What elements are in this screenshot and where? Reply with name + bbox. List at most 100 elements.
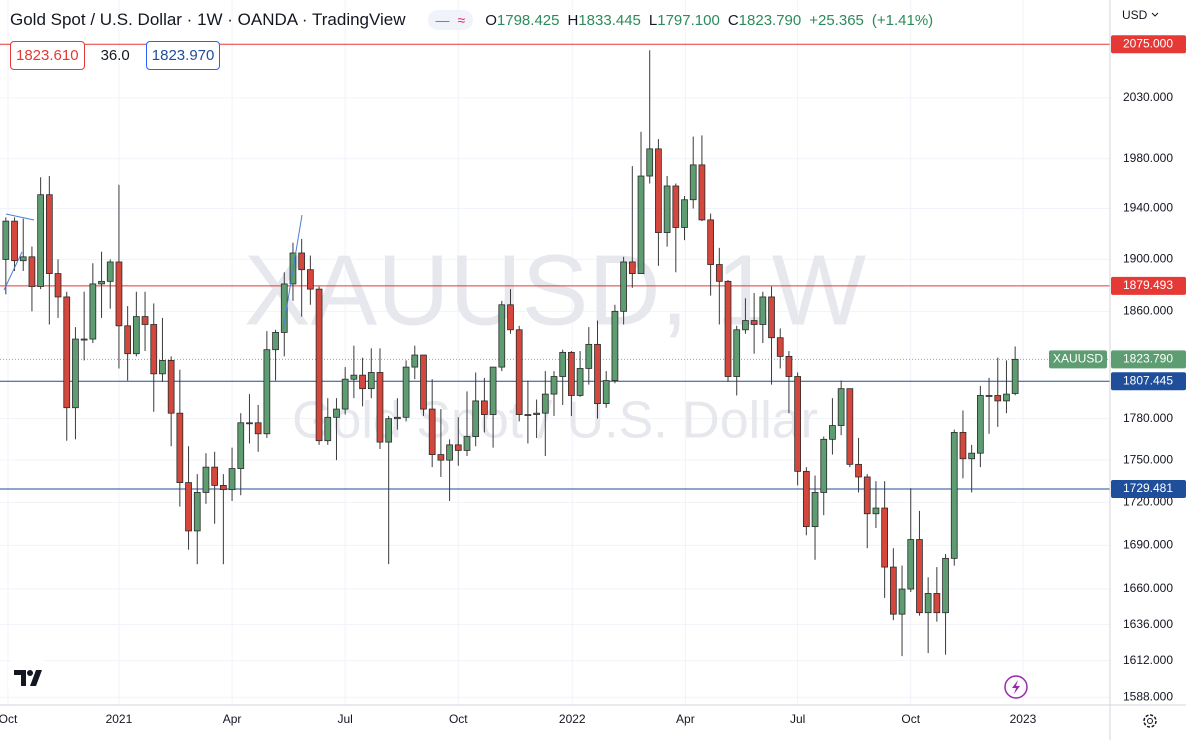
- candle-body: [98, 280, 105, 285]
- candle-body: [341, 378, 349, 410]
- currency-chevron[interactable]: [1151, 12, 1159, 17]
- candle-body: [498, 304, 506, 368]
- candle-body: [72, 338, 79, 409]
- candle-body: [1011, 358, 1019, 394]
- candle-body: [924, 593, 932, 614]
- candle-body: [402, 366, 410, 418]
- candle-body: [611, 310, 619, 381]
- x-tick-label: Oct: [901, 712, 920, 726]
- candle-body: [246, 422, 253, 425]
- candle-body: [428, 408, 436, 455]
- candle-body: [620, 261, 627, 312]
- candle-body: [524, 414, 532, 416]
- candle-body: [750, 320, 758, 325]
- y-tick-label: 1612.000: [1123, 653, 1173, 667]
- low-prefix: L: [648, 11, 658, 29]
- candle-body: [307, 269, 314, 290]
- candle-body: [89, 283, 97, 340]
- level-label-box: [1111, 372, 1186, 391]
- candle-body: [568, 351, 575, 396]
- candle-body: [698, 164, 706, 221]
- symbol-label-box: [1049, 350, 1107, 369]
- pill-dash: —: [435, 12, 450, 28]
- candle-body: [394, 416, 401, 420]
- candle-body: [376, 372, 384, 443]
- candle-body: [933, 593, 941, 614]
- candle-body: [124, 325, 132, 355]
- candle-body: [420, 354, 427, 410]
- candle-body: [829, 425, 836, 440]
- last-price-label-box: [1111, 350, 1186, 369]
- candle-body: [1003, 393, 1010, 402]
- candle-body: [263, 349, 271, 435]
- high-value: 1833.445: [578, 11, 641, 29]
- candle-body: [333, 408, 340, 418]
- candle-body: [472, 400, 480, 437]
- candle-body: [463, 436, 471, 451]
- candle-body: [759, 296, 767, 325]
- candle-body: [637, 175, 645, 274]
- symbol-title[interactable]: Gold Spot / U.S. Dollar · 1W · OANDA · T…: [10, 10, 406, 29]
- y-tick-label: 2030.000: [1123, 90, 1173, 104]
- candle-body: [855, 463, 862, 478]
- candle-body: [594, 343, 601, 405]
- trend-line: [282, 214, 303, 331]
- candle-body: [541, 393, 549, 414]
- candle-body: [446, 444, 453, 461]
- candle-body: [628, 261, 636, 274]
- y-tick-label: 1780.000: [1123, 411, 1173, 425]
- level-label-text: 1729.481: [1123, 481, 1173, 495]
- y-tick-label: 1750.000: [1123, 452, 1173, 466]
- candle-body: [237, 422, 245, 469]
- change-value: +25.365: [809, 11, 864, 29]
- tv-logo[interactable]: [8, 660, 48, 694]
- candle-body: [454, 444, 462, 451]
- candle-body: [837, 388, 845, 426]
- x-tick-label: Jul: [338, 712, 353, 726]
- sell-button[interactable]: 1823.610: [10, 41, 85, 70]
- level-label-box: [1111, 276, 1186, 295]
- candle-body: [45, 194, 53, 274]
- candle-body: [2, 220, 10, 260]
- candles: [2, 50, 1019, 657]
- candle-body: [315, 288, 323, 442]
- candle-body: [132, 316, 140, 355]
- candle-body: [228, 468, 236, 491]
- gear-inner: [1147, 718, 1153, 724]
- low-value: 1797.100: [657, 11, 720, 29]
- indicator-toggle[interactable]: — ≈: [427, 10, 474, 30]
- y-tick-label: 1636.000: [1123, 617, 1173, 631]
- y-tick-label: 1860.000: [1123, 304, 1173, 318]
- candle-body: [707, 219, 714, 265]
- watermark-description: Gold Spot / U.S. Dollar: [292, 392, 818, 450]
- y-tick-label: 1980.000: [1123, 151, 1173, 165]
- x-tick-label: 2021: [106, 712, 133, 726]
- buy-button[interactable]: 1823.970: [145, 41, 221, 70]
- candle-body: [80, 338, 88, 341]
- flash-icon[interactable]: [1004, 675, 1028, 699]
- candle-body: [646, 148, 654, 177]
- currency-label[interactable]: USD: [1122, 8, 1148, 22]
- candle-body: [585, 343, 593, 369]
- candle-body: [159, 359, 166, 375]
- candle-body: [359, 374, 366, 390]
- candle-body: [724, 280, 732, 377]
- candle-body: [689, 164, 697, 201]
- candle-body: [863, 476, 871, 515]
- candle-body: [681, 199, 688, 228]
- candle-body: [794, 376, 801, 472]
- candle-body: [916, 539, 923, 614]
- pill-wave: ≈: [457, 12, 466, 28]
- level-label-box: [1111, 35, 1186, 54]
- y-tick-label: 1690.000: [1123, 537, 1173, 551]
- candle-body: [942, 557, 949, 614]
- candle-body: [576, 368, 584, 396]
- candle-body: [350, 374, 358, 380]
- candle-body: [11, 220, 18, 262]
- x-tick-label: Apr: [223, 712, 242, 726]
- last-price-label-text: 1823.790: [1123, 352, 1173, 366]
- candle-body: [959, 432, 967, 460]
- settings-icon[interactable]: [1143, 714, 1157, 728]
